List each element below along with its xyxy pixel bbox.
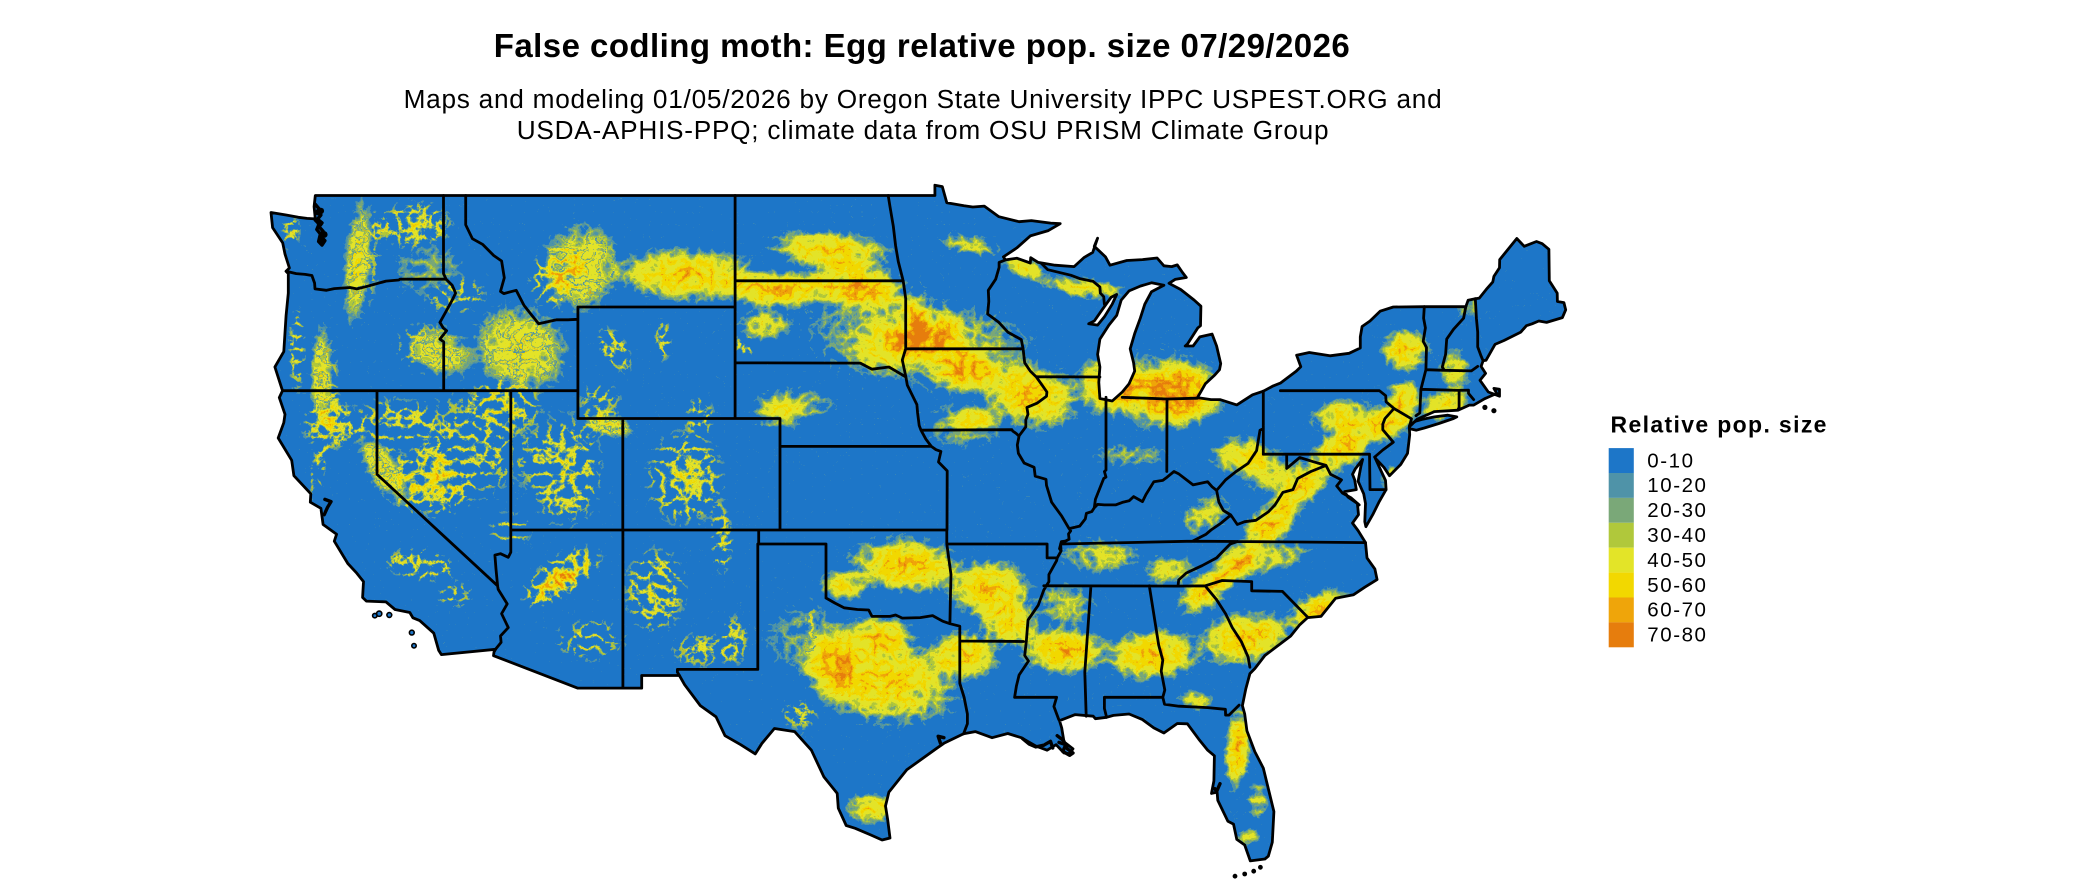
svg-text:40-50: 40-50	[1647, 549, 1707, 572]
svg-text:60-70: 60-70	[1647, 599, 1707, 622]
svg-text:70-80: 70-80	[1647, 624, 1707, 647]
svg-text:Maps and modeling 01/05/2026 b: Maps and modeling 01/05/2026 by Oregon S…	[404, 84, 1443, 114]
svg-text:False codling moth: Egg relati: False codling moth: Egg relative pop. si…	[494, 27, 1350, 64]
svg-text:0-10: 0-10	[1647, 449, 1694, 472]
svg-text:USDA-APHIS-PPQ; climate data f: USDA-APHIS-PPQ; climate data from OSU PR…	[517, 115, 1330, 145]
svg-text:20-30: 20-30	[1647, 499, 1707, 522]
svg-text:Relative pop. size: Relative pop. size	[1611, 411, 1828, 437]
svg-text:30-40: 30-40	[1647, 524, 1707, 547]
svg-text:10-20: 10-20	[1647, 474, 1707, 497]
svg-text:50-60: 50-60	[1647, 574, 1707, 597]
